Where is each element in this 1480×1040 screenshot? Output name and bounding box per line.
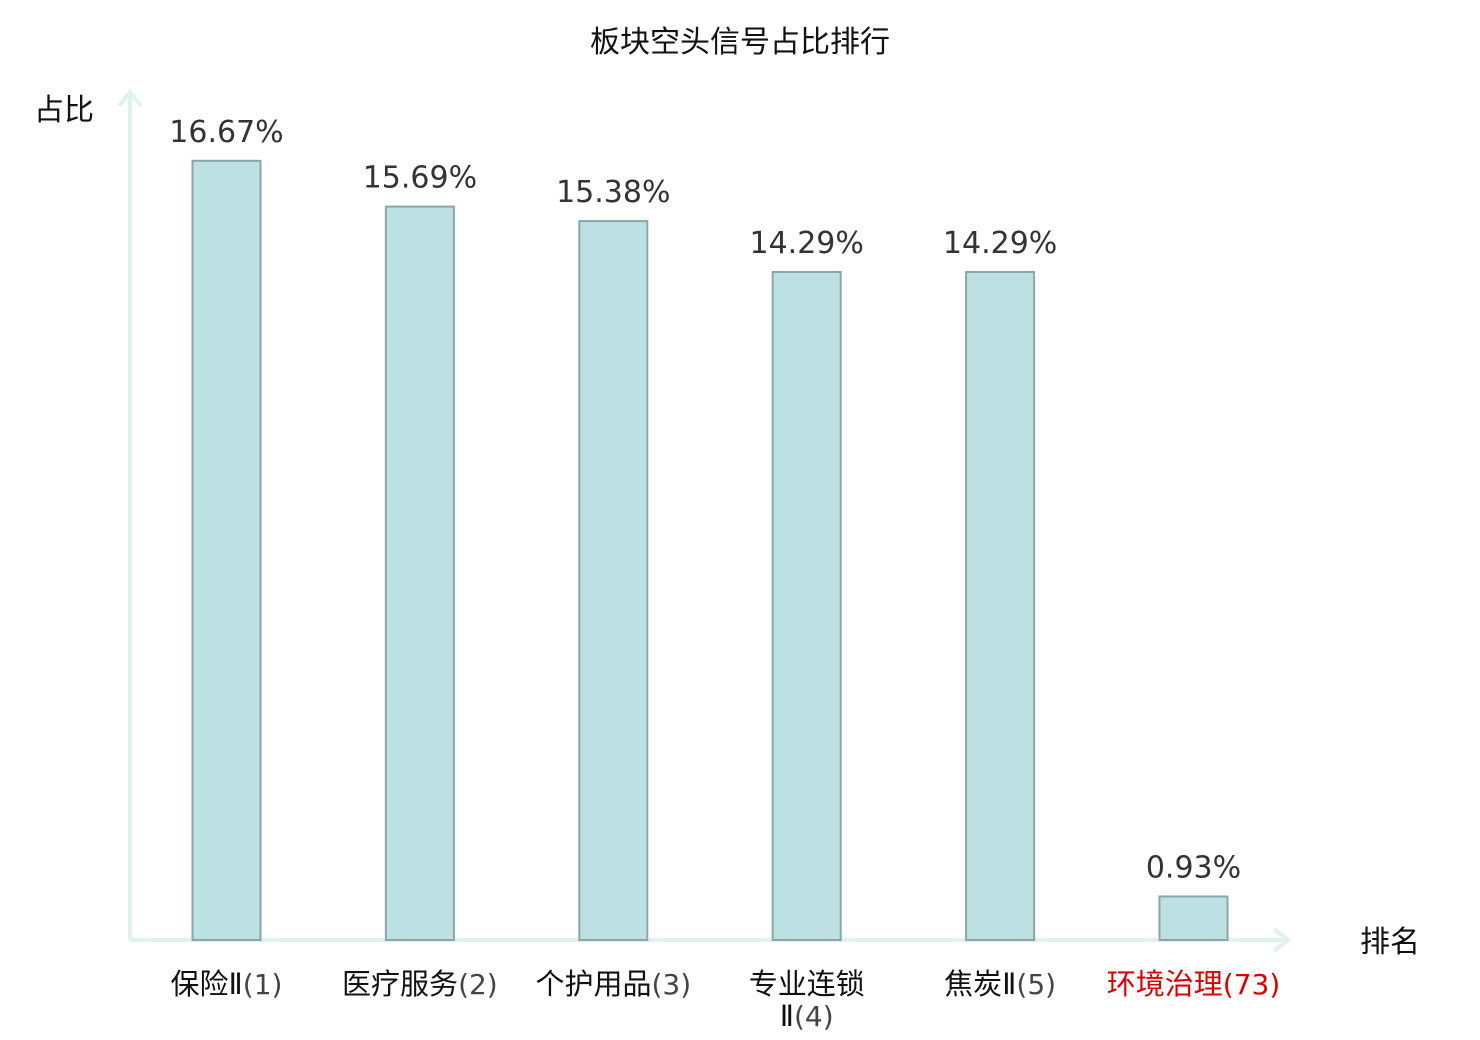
bar-6 — [1158, 895, 1229, 941]
category-name: 医疗服务 — [342, 967, 458, 1001]
category-rank: (4) — [794, 1000, 834, 1033]
y-axis — [117, 88, 143, 940]
bar-4 — [771, 271, 842, 941]
chart-title: 板块空头信号占比排行 — [590, 25, 890, 60]
value-label-6: 0.93% — [1146, 851, 1241, 886]
category-rank: (3) — [651, 968, 691, 1001]
category-label-3: 个护用品(3) — [535, 967, 691, 1001]
bar-2 — [384, 205, 455, 942]
bar-1 — [191, 159, 262, 942]
x-axis-label: 排名 — [1360, 925, 1420, 960]
category-label-5: 焦炭Ⅱ(5) — [944, 967, 1056, 1001]
category-label-4: 专业连锁 — [749, 967, 865, 1001]
category-rank: (73) — [1223, 968, 1280, 1001]
category-rank: (5) — [1016, 968, 1056, 1001]
category-label-4-line2: Ⅱ(4) — [780, 999, 834, 1033]
category-name: 保险Ⅱ — [171, 967, 243, 1001]
value-label-5: 14.29% — [943, 226, 1057, 261]
category-name: 环境治理 — [1107, 967, 1223, 1001]
category-name: 焦炭Ⅱ — [944, 967, 1016, 1001]
category-label-2: 医疗服务(2) — [342, 967, 498, 1001]
category-name-line2: Ⅱ — [780, 999, 794, 1033]
category-name: 专业连锁 — [749, 967, 865, 1001]
value-labels-group: 16.67% 15.69% 15.38% 14.29% 14.29% 0.93% — [169, 115, 1241, 886]
y-axis-label: 占比 — [34, 93, 94, 128]
bars-group — [191, 159, 1229, 942]
category-name: 个护用品 — [535, 967, 651, 1001]
category-label-6: 环境治理(73) — [1107, 967, 1281, 1001]
value-label-2: 15.69% — [363, 161, 477, 196]
bar-5 — [965, 271, 1036, 941]
category-label-1: 保险Ⅱ(1) — [171, 967, 283, 1001]
category-rank: (1) — [243, 968, 283, 1001]
value-label-1: 16.67% — [169, 115, 283, 150]
x-axis — [130, 927, 1292, 953]
category-rank: (2) — [458, 968, 498, 1001]
value-label-3: 15.38% — [556, 175, 670, 210]
value-label-4: 14.29% — [750, 226, 864, 261]
bar-3 — [578, 220, 649, 942]
